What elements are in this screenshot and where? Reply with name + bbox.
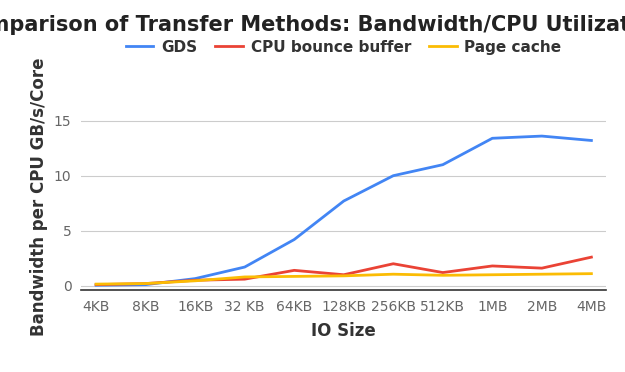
Line: CPU bounce buffer: CPU bounce buffer	[96, 257, 591, 285]
X-axis label: IO Size: IO Size	[311, 322, 376, 340]
Page cache	[191, 279, 199, 283]
CPU bounce buffer	[241, 277, 249, 281]
CPU bounce buffer	[439, 270, 446, 275]
CPU bounce buffer	[538, 266, 546, 270]
Line: Page cache: Page cache	[96, 274, 591, 284]
Text: Comparison of Transfer Methods: Bandwidth/CPU Utilization: Comparison of Transfer Methods: Bandwidt…	[0, 15, 625, 35]
Page cache	[489, 273, 496, 277]
Page cache	[142, 281, 149, 286]
CPU bounce buffer	[340, 273, 348, 277]
CPU bounce buffer	[191, 278, 199, 282]
GDS	[538, 134, 546, 138]
Legend: GDS, CPU bounce buffer, Page cache: GDS, CPU bounce buffer, Page cache	[120, 34, 568, 61]
Page cache	[538, 272, 546, 276]
Page cache	[291, 274, 298, 279]
GDS	[241, 265, 249, 269]
GDS	[191, 276, 199, 281]
GDS	[588, 138, 595, 143]
Page cache	[389, 272, 397, 276]
GDS	[439, 163, 446, 167]
Line: GDS: GDS	[96, 136, 591, 285]
CPU bounce buffer	[389, 262, 397, 266]
CPU bounce buffer	[92, 282, 100, 287]
GDS	[340, 199, 348, 203]
GDS	[489, 136, 496, 141]
Page cache	[588, 272, 595, 276]
GDS	[142, 282, 149, 287]
Page cache	[340, 274, 348, 278]
Page cache	[92, 282, 100, 286]
CPU bounce buffer	[489, 264, 496, 268]
Page cache	[439, 273, 446, 278]
Page cache	[241, 275, 249, 279]
GDS	[291, 237, 298, 242]
GDS	[92, 283, 100, 288]
CPU bounce buffer	[291, 268, 298, 273]
CPU bounce buffer	[142, 281, 149, 286]
Y-axis label: Bandwidth per CPU GB/s/Core: Bandwidth per CPU GB/s/Core	[31, 58, 48, 336]
CPU bounce buffer	[588, 255, 595, 259]
GDS	[389, 173, 397, 178]
